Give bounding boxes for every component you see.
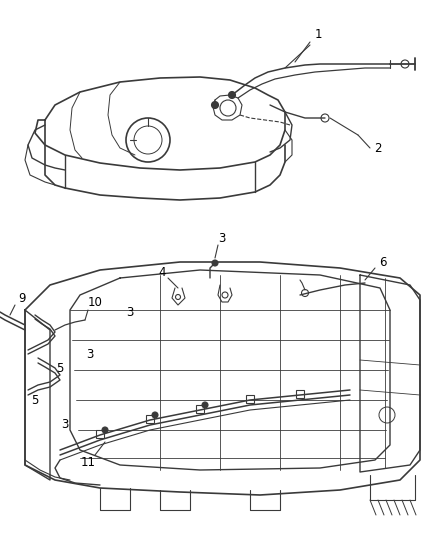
Text: 5: 5 <box>57 361 64 375</box>
Text: 3: 3 <box>126 305 134 319</box>
Text: 10: 10 <box>88 296 102 310</box>
Circle shape <box>202 402 208 408</box>
Text: 4: 4 <box>158 265 166 279</box>
Circle shape <box>102 427 108 433</box>
Text: 3: 3 <box>218 231 226 245</box>
Text: 3: 3 <box>61 418 69 432</box>
Circle shape <box>212 101 219 109</box>
Bar <box>196 405 204 413</box>
Text: 11: 11 <box>81 456 95 469</box>
Circle shape <box>212 260 218 266</box>
Circle shape <box>229 92 236 99</box>
Text: 3: 3 <box>86 349 94 361</box>
Circle shape <box>152 412 158 418</box>
Bar <box>296 390 304 398</box>
Text: 9: 9 <box>18 292 26 304</box>
Bar <box>246 395 254 403</box>
Text: 2: 2 <box>374 141 382 155</box>
Text: 6: 6 <box>379 255 387 269</box>
Bar <box>146 415 154 423</box>
Text: 5: 5 <box>31 393 39 407</box>
Bar <box>96 430 104 438</box>
Text: 1: 1 <box>314 28 322 42</box>
